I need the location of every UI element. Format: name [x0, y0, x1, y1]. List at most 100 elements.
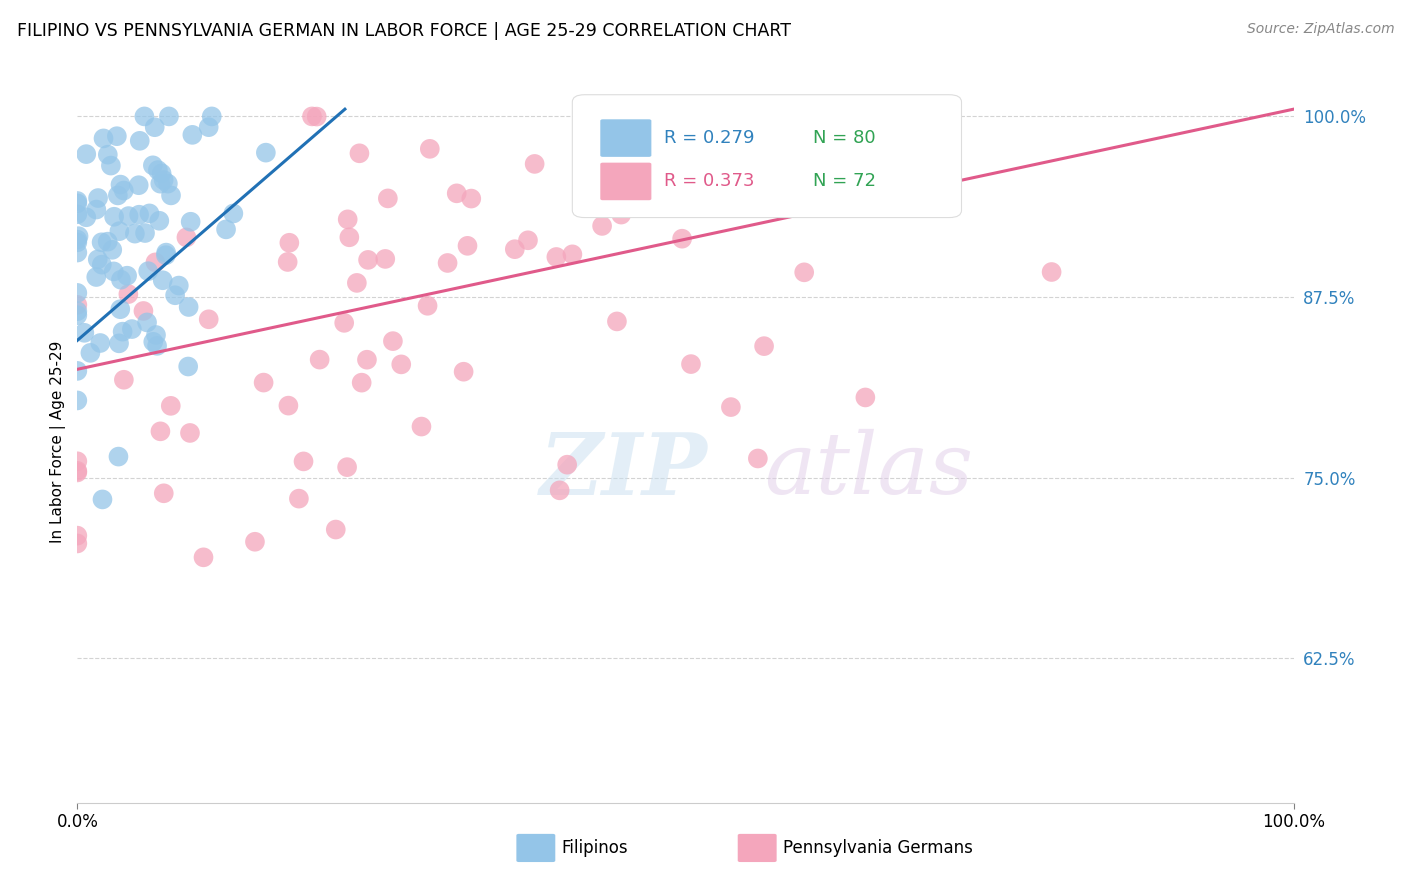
- Point: [150, 166, 173, 180]
- Point: [100, 159, 122, 173]
- Point: [181, 128, 204, 142]
- Point: [155, 245, 177, 260]
- Point: [679, 357, 702, 371]
- Point: [128, 134, 150, 148]
- Point: [772, 109, 794, 123]
- Point: [149, 177, 172, 191]
- Point: [419, 142, 441, 156]
- Point: [111, 325, 134, 339]
- Point: [84, 270, 107, 285]
- Point: [561, 247, 583, 261]
- Point: [308, 352, 330, 367]
- Point: [66, 464, 89, 478]
- Text: ZIP: ZIP: [540, 429, 707, 512]
- Point: [457, 239, 479, 253]
- Point: [612, 190, 634, 204]
- Point: [66, 393, 89, 408]
- Point: [136, 315, 159, 329]
- Text: R = 0.373: R = 0.373: [664, 172, 754, 190]
- Point: [112, 373, 135, 387]
- Point: [180, 215, 202, 229]
- Point: [517, 233, 540, 247]
- Point: [671, 232, 693, 246]
- FancyBboxPatch shape: [600, 162, 651, 200]
- Point: [66, 235, 89, 250]
- Point: [503, 242, 526, 256]
- Point: [121, 322, 143, 336]
- Point: [337, 230, 360, 244]
- Point: [152, 273, 174, 287]
- FancyBboxPatch shape: [572, 95, 962, 218]
- Point: [134, 109, 156, 123]
- Point: [197, 312, 219, 326]
- Point: [277, 399, 299, 413]
- Point: [160, 188, 183, 202]
- Point: [152, 486, 174, 500]
- Point: [254, 145, 277, 160]
- Point: [159, 399, 181, 413]
- Point: [128, 208, 150, 222]
- Point: [105, 129, 128, 144]
- Point: [110, 273, 132, 287]
- Point: [157, 109, 180, 123]
- Point: [793, 265, 815, 279]
- Point: [252, 376, 274, 390]
- Point: [146, 163, 169, 178]
- Point: [288, 491, 311, 506]
- Point: [143, 120, 166, 135]
- Point: [66, 194, 89, 208]
- Point: [66, 308, 89, 322]
- Point: [381, 334, 404, 348]
- Point: [79, 346, 101, 360]
- Point: [90, 235, 112, 250]
- Point: [215, 222, 238, 236]
- Point: [350, 376, 373, 390]
- Point: [152, 173, 174, 187]
- Point: [66, 466, 89, 480]
- Point: [134, 226, 156, 240]
- Text: FILIPINO VS PENNSYLVANIA GERMAN IN LABOR FORCE | AGE 25-29 CORRELATION CHART: FILIPINO VS PENNSYLVANIA GERMAN IN LABOR…: [17, 22, 790, 40]
- Point: [148, 213, 170, 227]
- Point: [523, 157, 546, 171]
- Point: [145, 255, 167, 269]
- Point: [146, 339, 169, 353]
- Point: [66, 536, 89, 550]
- Point: [110, 302, 132, 317]
- Point: [89, 336, 111, 351]
- Point: [176, 230, 198, 244]
- Point: [117, 287, 139, 301]
- Point: [752, 339, 775, 353]
- Point: [145, 328, 167, 343]
- Point: [377, 191, 399, 205]
- Point: [1040, 265, 1063, 279]
- Point: [591, 219, 613, 233]
- Point: [177, 300, 200, 314]
- Point: [101, 243, 124, 257]
- Point: [124, 227, 146, 241]
- FancyBboxPatch shape: [600, 120, 651, 157]
- Point: [97, 235, 120, 249]
- Point: [75, 147, 97, 161]
- Point: [546, 250, 568, 264]
- Point: [555, 458, 578, 472]
- Point: [222, 206, 245, 220]
- Point: [197, 120, 219, 135]
- Point: [278, 235, 301, 250]
- Point: [336, 460, 359, 475]
- Point: [66, 245, 89, 260]
- Point: [747, 451, 769, 466]
- Point: [292, 454, 315, 468]
- FancyBboxPatch shape: [738, 834, 776, 862]
- Point: [103, 264, 125, 278]
- Point: [149, 425, 172, 439]
- Point: [66, 304, 89, 318]
- Point: [117, 209, 139, 223]
- Point: [193, 550, 215, 565]
- Text: R = 0.279: R = 0.279: [664, 129, 754, 147]
- Point: [66, 233, 89, 247]
- Point: [73, 326, 96, 340]
- Point: [356, 352, 378, 367]
- Point: [66, 364, 89, 378]
- Point: [155, 248, 177, 262]
- Point: [93, 131, 115, 145]
